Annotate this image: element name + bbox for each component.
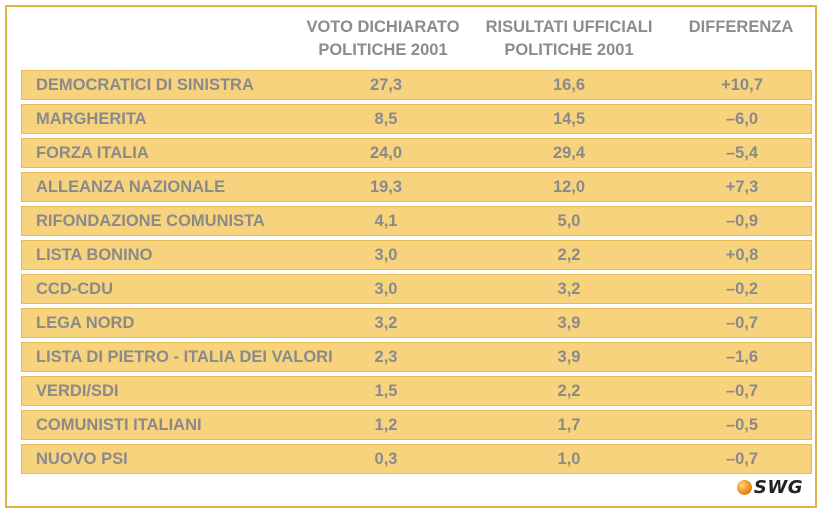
differenza-value: –5,4 — [725, 144, 759, 162]
header-differenza: DIFFERENZA — [685, 16, 797, 39]
risultati-ufficiali-value: 2,2 — [557, 382, 581, 400]
header-voto-line2: POLITICHE 2001 — [318, 41, 448, 59]
table-row: LISTA DI PIETRO - ITALIA DEI VALORI 2,3 3,… — [21, 342, 812, 372]
risultati-ufficiali-value: 1,0 — [557, 450, 581, 468]
risultati-ufficiali-value: 5,0 — [557, 212, 581, 230]
risultati-ufficiali-value: 2,2 — [557, 246, 581, 264]
table-frame: VOTO DICHIARATO POLITICHE 2001 RISULTATI… — [5, 5, 817, 508]
differenza-value: –0,5 — [725, 416, 759, 434]
risultati-ufficiali-value: 12,0 — [552, 178, 586, 196]
voto-dichiarato-value: 3,0 — [374, 246, 398, 264]
voto-dichiarato-value: 2,3 — [374, 348, 398, 366]
differenza-value: –0,7 — [725, 314, 759, 332]
voto-dichiarato-value: 3,2 — [374, 314, 398, 332]
voto-dichiarato-value: 19,3 — [369, 178, 403, 196]
risultati-ufficiali-value: 14,5 — [552, 110, 586, 128]
voto-dichiarato-value: 27,3 — [369, 76, 403, 94]
table-row: ALLEANZA NAZIONALE 19,3 12,0 +7,3 — [21, 172, 812, 202]
table-row: LEGA NORD 3,2 3,9 –0,7 — [21, 308, 812, 338]
header-risultati-ufficiali: RISULTATI UFFICIALI POLITICHE 2001 — [477, 16, 661, 62]
differenza-value: –0,7 — [725, 382, 759, 400]
differenza-value: –6,0 — [725, 110, 759, 128]
risultati-ufficiali-value: 16,6 — [552, 76, 586, 94]
table-row: MARGHERITA 8,5 14,5 –6,0 — [21, 104, 812, 134]
party-label: NUOVO PSI — [36, 450, 128, 468]
voto-dichiarato-value: 24,0 — [369, 144, 403, 162]
voto-dichiarato-value: 0,3 — [374, 450, 398, 468]
header-voto-dichiarato: VOTO DICHIARATO POLITICHE 2001 — [297, 16, 469, 62]
table-row: DEMOCRATICI DI SINISTRA 27,3 16,6 +10,7 — [21, 70, 812, 100]
risultati-ufficiali-value: 1,7 — [557, 416, 581, 434]
differenza-value: –0,2 — [725, 280, 759, 298]
voto-dichiarato-value: 3,0 — [374, 280, 398, 298]
party-label: FORZA ITALIA — [36, 144, 149, 162]
table-row: LISTA BONINO 3,0 2,2 +0,8 — [21, 240, 812, 270]
swg-ball-icon — [736, 480, 752, 495]
party-label: VERDI/SDI — [36, 382, 119, 400]
party-label: ALLEANZA NAZIONALE — [36, 178, 226, 196]
party-label: MARGHERITA — [36, 110, 147, 128]
header-differenza-line1: DIFFERENZA — [688, 18, 794, 36]
differenza-value: +7,3 — [725, 178, 759, 196]
table-body: DEMOCRATICI DI SINISTRA 27,3 16,6 +10,7 MARG… — [21, 70, 812, 478]
differenza-value: +0,8 — [725, 246, 759, 264]
voto-dichiarato-value: 4,1 — [374, 212, 398, 230]
party-label: COMUNISTI ITALIANI — [36, 416, 202, 434]
risultati-ufficiali-value: 29,4 — [552, 144, 586, 162]
voto-dichiarato-value: 1,5 — [374, 382, 398, 400]
header-risultati-line2: POLITICHE 2001 — [504, 41, 634, 59]
party-label: LISTA DI PIETRO - ITALIA DEI VALORI — [36, 348, 333, 366]
party-label: LISTA BONINO — [36, 246, 153, 264]
voto-dichiarato-value: 1,2 — [374, 416, 398, 434]
table-row: FORZA ITALIA 24,0 29,4 –5,4 — [21, 138, 812, 168]
header-risultati-line1: RISULTATI UFFICIALI — [485, 18, 653, 36]
swg-logo-text: SWG — [753, 477, 803, 498]
party-label: LEGA NORD — [36, 314, 135, 332]
party-label: DEMOCRATICI DI SINISTRA — [36, 76, 254, 94]
differenza-value: –0,9 — [725, 212, 759, 230]
swg-logo: SWG — [736, 477, 803, 498]
table-row: VERDI/SDI 1,5 2,2 –0,7 — [21, 376, 812, 406]
table-row: RIFONDAZIONE COMUNISTA 4,1 5,0 –0,9 — [21, 206, 812, 236]
differenza-value: –0,7 — [725, 450, 759, 468]
table-row: NUOVO PSI 0,3 1,0 –0,7 — [21, 444, 812, 474]
party-label: CCD-CDU — [36, 280, 113, 298]
header-voto-line1: VOTO DICHIARATO — [306, 18, 460, 36]
risultati-ufficiali-value: 3,2 — [557, 280, 581, 298]
table-row: COMUNISTI ITALIANI 1,2 1,7 –0,5 — [21, 410, 812, 440]
risultati-ufficiali-value: 3,9 — [557, 348, 581, 366]
voto-dichiarato-value: 8,5 — [374, 110, 398, 128]
differenza-value: +10,7 — [721, 76, 763, 94]
party-label: RIFONDAZIONE COMUNISTA — [36, 212, 265, 230]
differenza-value: –1,6 — [725, 348, 759, 366]
risultati-ufficiali-value: 3,9 — [557, 314, 581, 332]
table-row: CCD-CDU 3,0 3,2 –0,2 — [21, 274, 812, 304]
